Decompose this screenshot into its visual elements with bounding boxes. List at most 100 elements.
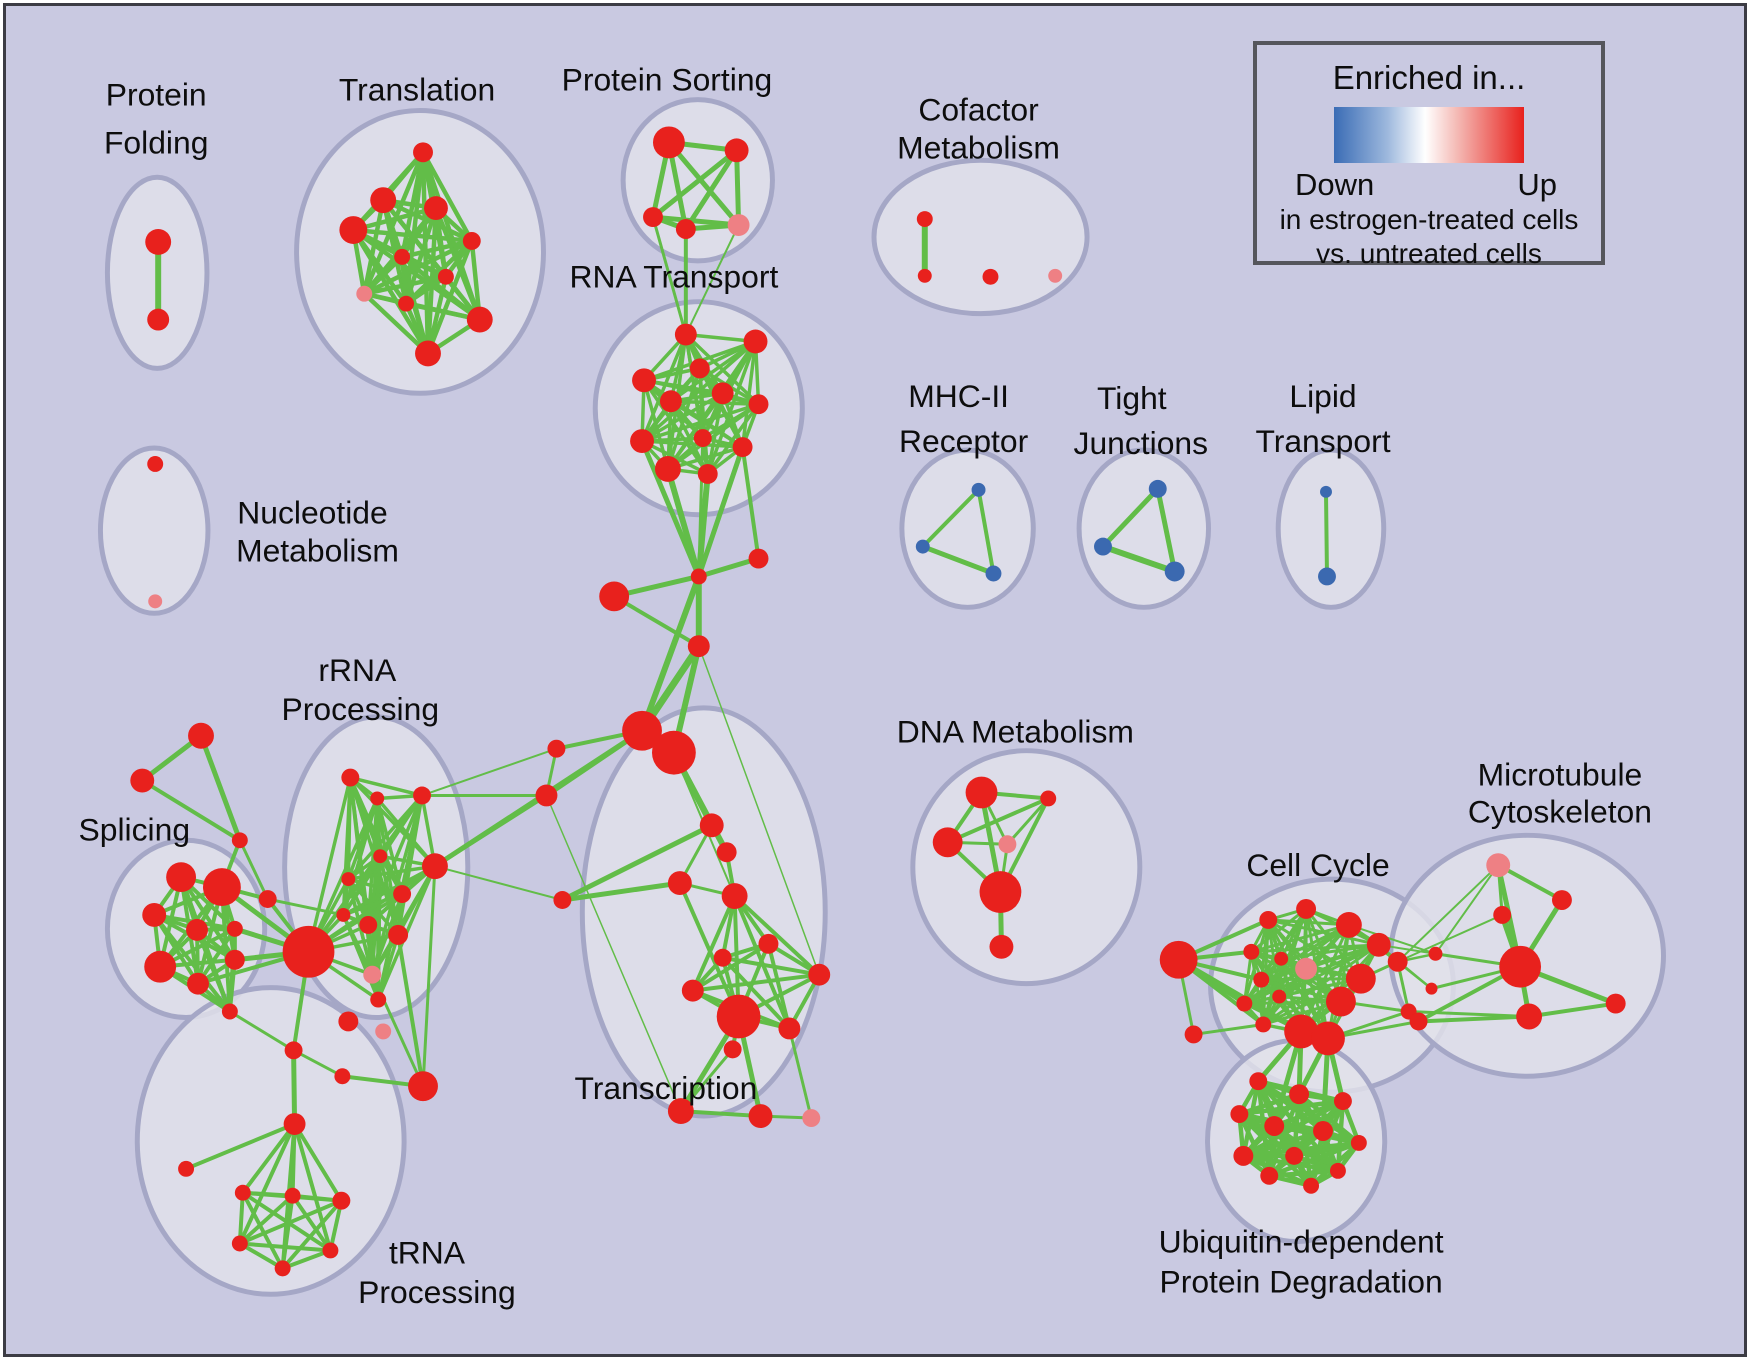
gene-set-node-q13[interactable] [370, 991, 387, 1008]
gene-set-node-t4[interactable] [339, 216, 368, 244]
gene-set-node-c4[interactable] [1048, 268, 1063, 283]
gene-set-node-d3[interactable] [932, 827, 963, 858]
gene-set-node-tx1[interactable] [699, 813, 724, 838]
gene-set-node-k5[interactable] [1243, 943, 1260, 960]
gene-set-node-g6[interactable] [535, 784, 558, 807]
gene-set-node-k11[interactable] [1255, 1016, 1272, 1033]
gene-set-node-h1[interactable] [622, 710, 662, 751]
gene-set-node-tx10[interactable] [723, 1040, 742, 1059]
gene-set-node-tri2[interactable] [130, 768, 155, 793]
gene-set-node-q1[interactable] [341, 768, 360, 787]
gene-set-node-tn4[interactable] [231, 1235, 248, 1252]
gene-set-node-q11[interactable] [338, 1011, 359, 1032]
gene-set-node-l1[interactable] [1320, 485, 1332, 498]
gene-set-node-u10[interactable] [1329, 1162, 1346, 1179]
gene-set-node-tx7[interactable] [808, 963, 831, 986]
gene-set-node-j2[interactable] [1094, 537, 1112, 556]
gene-set-node-tnh[interactable] [283, 1113, 306, 1135]
gene-set-node-tx5[interactable] [758, 933, 779, 954]
gene-set-node-tn2[interactable] [284, 1187, 301, 1204]
gene-set-node-mj3[interactable] [1409, 1012, 1428, 1031]
gene-set-node-tx9[interactable] [778, 1017, 801, 1040]
gene-set-node-r9[interactable] [630, 429, 654, 454]
gene-set-node-t7[interactable] [437, 268, 454, 285]
gene-set-node-g9[interactable] [553, 891, 572, 909]
gene-set-node-q8[interactable] [359, 915, 378, 934]
gene-set-node-tn6[interactable] [274, 1260, 291, 1277]
gene-set-node-n2[interactable] [148, 594, 163, 609]
gene-set-node-u8[interactable] [1233, 1145, 1254, 1166]
gene-set-node-pf2[interactable] [147, 308, 170, 331]
gene-set-node-k15[interactable] [1345, 963, 1376, 994]
gene-set-node-q6[interactable] [422, 853, 448, 880]
gene-set-node-mt2[interactable] [1551, 890, 1572, 910]
gene-set-node-mt5[interactable] [1605, 993, 1626, 1014]
gene-set-node-k12[interactable] [1284, 1014, 1319, 1049]
gene-set-node-sp1[interactable] [166, 862, 197, 893]
gene-set-node-g1[interactable] [690, 568, 707, 585]
gene-set-node-q2[interactable] [370, 791, 385, 806]
gene-set-node-r4[interactable] [632, 368, 656, 393]
gene-set-node-q17[interactable] [221, 1003, 238, 1020]
gene-set-node-j3[interactable] [1164, 561, 1185, 582]
gene-set-node-r1[interactable] [674, 323, 697, 346]
gene-set-node-g5[interactable] [547, 739, 566, 758]
gene-set-node-q12[interactable] [375, 1023, 392, 1040]
gene-set-node-mt3[interactable] [1493, 905, 1512, 924]
gene-set-node-q20[interactable] [408, 1071, 438, 1102]
gene-set-node-tri1[interactable] [188, 722, 214, 749]
gene-set-node-q7[interactable] [393, 885, 412, 904]
gene-set-node-k16[interactable] [1387, 951, 1408, 972]
gene-set-node-mt1[interactable] [1486, 853, 1511, 878]
gene-set-node-m1[interactable] [971, 482, 986, 497]
gene-set-node-q5[interactable] [341, 872, 356, 887]
gene-set-node-mt4[interactable] [1516, 1003, 1543, 1030]
gene-set-node-txh[interactable] [716, 994, 761, 1039]
gene-set-node-r12[interactable] [697, 463, 718, 484]
gene-set-node-q10[interactable] [336, 907, 351, 922]
gene-set-node-u9[interactable] [1285, 1146, 1304, 1165]
gene-set-node-c2[interactable] [917, 268, 932, 283]
gene-set-node-r8[interactable] [693, 429, 712, 448]
gene-set-node-ccs[interactable] [1184, 1025, 1203, 1044]
gene-set-node-mj2[interactable] [1425, 982, 1438, 995]
gene-set-node-sp4[interactable] [186, 918, 208, 941]
gene-set-node-sp7[interactable] [187, 972, 209, 995]
gene-set-node-t9[interactable] [398, 295, 415, 312]
gene-set-node-n1[interactable] [147, 455, 164, 472]
gene-set-node-tn1[interactable] [234, 1184, 251, 1201]
gene-set-node-sp8[interactable] [224, 949, 245, 970]
gene-set-node-tx12[interactable] [748, 1104, 773, 1129]
gene-set-node-l2[interactable] [1318, 567, 1336, 586]
gene-set-node-k2[interactable] [1296, 899, 1317, 919]
gene-set-node-tx4[interactable] [721, 883, 748, 909]
gene-set-node-u2[interactable] [1289, 1084, 1310, 1105]
gene-set-node-sp3[interactable] [142, 903, 167, 927]
gene-set-node-g3[interactable] [599, 581, 630, 612]
gene-set-node-r2[interactable] [743, 329, 768, 354]
gene-set-node-d2[interactable] [1040, 790, 1057, 807]
gene-set-node-tns[interactable] [178, 1160, 195, 1177]
gene-set-node-k4[interactable] [1366, 932, 1391, 957]
gene-set-node-s5[interactable] [727, 214, 750, 236]
gene-set-node-u6[interactable] [1313, 1121, 1333, 1141]
gene-set-node-q16[interactable] [231, 832, 248, 849]
gene-set-node-mj1[interactable] [1428, 946, 1443, 961]
gene-set-node-q3[interactable] [413, 786, 431, 805]
gene-set-node-q4[interactable] [373, 849, 388, 864]
gene-set-node-q9[interactable] [388, 924, 409, 945]
gene-set-node-rrh[interactable] [282, 925, 335, 978]
gene-set-node-k3[interactable] [1335, 911, 1362, 938]
gene-set-node-r7[interactable] [748, 394, 769, 415]
gene-set-node-s1[interactable] [652, 126, 685, 159]
gene-set-node-h2[interactable] [651, 730, 696, 775]
gene-set-node-m2[interactable] [915, 539, 930, 554]
gene-set-node-k7[interactable] [1295, 957, 1318, 980]
gene-set-node-t6[interactable] [394, 248, 411, 265]
gene-set-node-j1[interactable] [1148, 479, 1167, 498]
gene-set-node-mth[interactable] [1499, 945, 1542, 988]
gene-set-node-d4[interactable] [998, 835, 1017, 854]
gene-set-node-pf1[interactable] [145, 229, 172, 255]
gene-set-node-sp2[interactable] [202, 868, 241, 906]
gene-set-node-d1[interactable] [965, 776, 998, 809]
